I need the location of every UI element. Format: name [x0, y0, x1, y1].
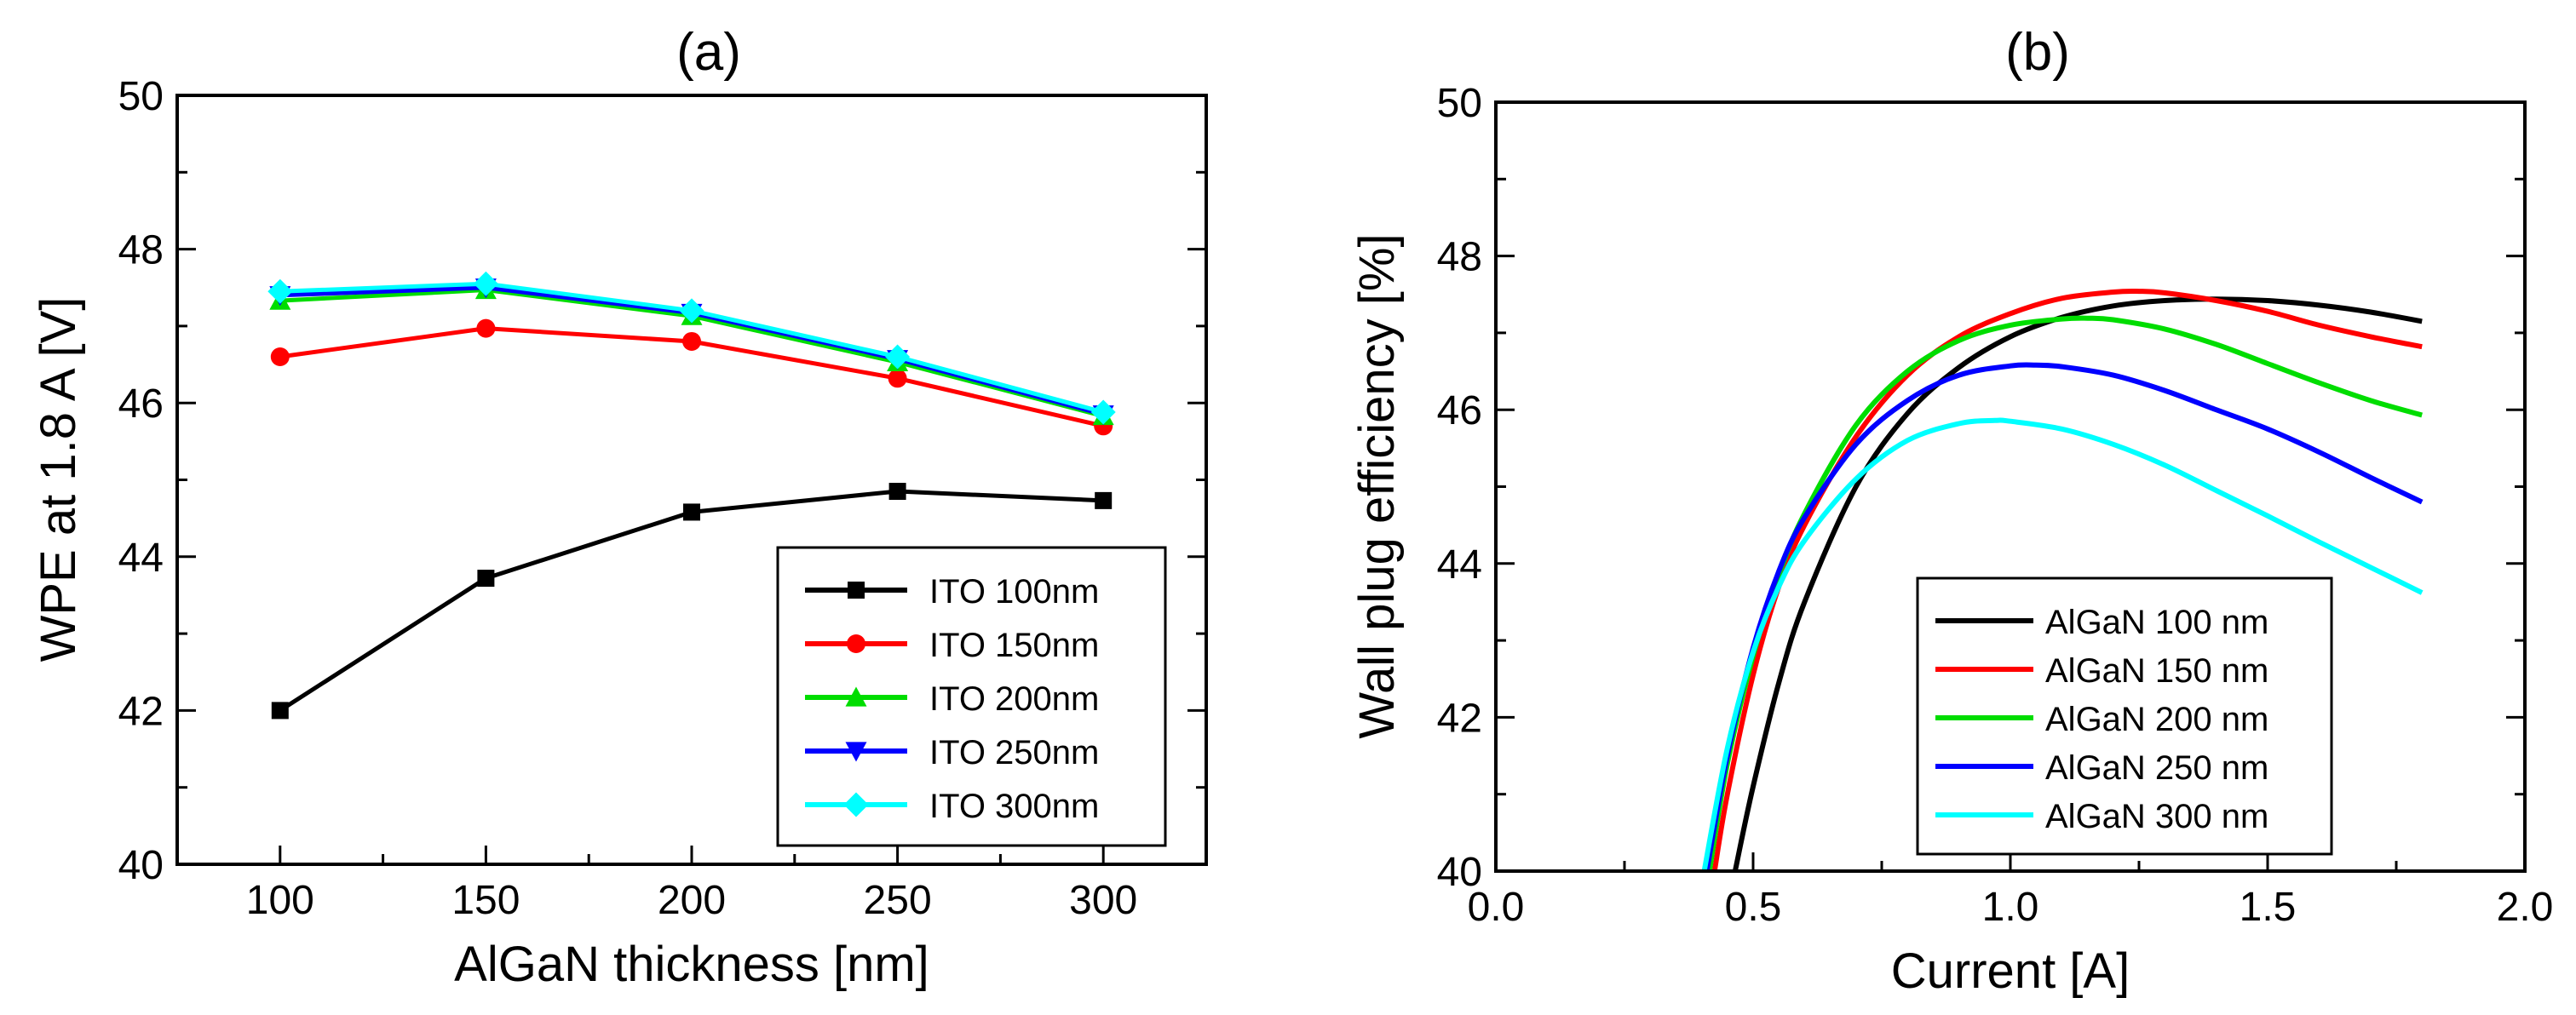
legend-label-algan-200-nm: AlGaN 200 nm — [2045, 701, 2268, 738]
data-point-ito-300nm — [679, 298, 704, 324]
legend-label-algan-250-nm: AlGaN 250 nm — [2045, 749, 2268, 787]
chart-a-x-tick-label: 300 — [1069, 878, 1137, 923]
chart-a-x-axis-title: AlGaN thickness [nm] — [454, 937, 929, 992]
chart-a-x-tick-label: 200 — [658, 878, 726, 923]
chart-b-x-tick-label: 0.5 — [1725, 885, 1782, 930]
series-line-algan-300-nm — [1701, 417, 2424, 872]
legend-label-ito-150nm: ITO 150nm — [929, 627, 1099, 664]
chart-b-x-tick-label: 1.0 — [1982, 885, 2039, 930]
chart-a-y-tick-label: 46 — [118, 381, 164, 427]
data-point-ito-100nm — [683, 503, 700, 521]
chart-b-x-tick-label: 2.0 — [2497, 885, 2554, 930]
chart-a-y-tick-label: 44 — [118, 536, 164, 581]
chart-a-y-tick-label: 48 — [118, 228, 164, 273]
legend-label-ito-200nm: ITO 200nm — [929, 680, 1099, 718]
legend-marker-ito-250nm — [845, 742, 867, 762]
legend-marker-ito-150nm — [847, 634, 865, 653]
chart-b-title: (b) — [2005, 23, 2070, 82]
series-line-algan-100-nm — [1732, 296, 2423, 872]
chart-a-title: (a) — [676, 23, 741, 82]
data-point-ito-150nm — [270, 347, 290, 367]
chart-b-y-tick-label: 50 — [1437, 81, 1482, 126]
data-point-ito-100nm — [888, 483, 906, 501]
chart-b-x-tick-label: 1.5 — [2240, 885, 2297, 930]
data-point-ito-300nm — [885, 344, 911, 370]
chart-b-x-tick-label: 0.0 — [1468, 885, 1525, 930]
chart-b-plot-frame — [1494, 100, 2527, 873]
chart-a-x-tick-label: 250 — [864, 878, 932, 923]
data-point-ito-150nm — [682, 331, 701, 351]
chart-a-legend: ITO 100nm ITO 150nm ITO 200nm ITO 250nm ITO … — [776, 546, 1167, 847]
data-point-ito-300nm — [473, 271, 498, 296]
chart-b-ticks: 0.0 0.5 1.0 1.5 2.0 40 42 44 46 48 50 — [1437, 81, 2554, 930]
chart-a-ticks: 100 150 200 250 300 40 42 44 46 48 50 — [118, 74, 1206, 923]
chart-panel-a: (a) 100 150 200 250 300 40 42 44 46 48 50 AlGaN th… — [31, 23, 1208, 992]
chart-panel-b: (b) 0.0 0.5 1.0 1.5 2.0 40 42 44 46 48 50 Current … — [1349, 23, 2553, 999]
data-point-ito-100nm — [271, 702, 289, 720]
data-point-ito-300nm — [1090, 399, 1116, 425]
chart-a-y-tick-label: 42 — [118, 689, 164, 734]
legend-marker-ito-200nm — [845, 686, 867, 707]
legend-marker-ito-100nm — [848, 582, 865, 599]
legend-label-algan-150-nm: AlGaN 150 nm — [2045, 652, 2268, 690]
chart-b-y-tick-label: 46 — [1437, 388, 1482, 433]
chart-b-data — [1701, 288, 2424, 872]
chart-b-x-axis-title: Current [A] — [1891, 943, 2130, 999]
series-line-algan-150-nm — [1711, 288, 2423, 872]
data-point-ito-300nm — [267, 278, 293, 304]
data-point-ito-150nm — [476, 318, 496, 338]
legend-label-ito-100nm: ITO 100nm — [929, 573, 1099, 611]
data-point-ito-150nm — [888, 369, 907, 388]
legend-label-ito-300nm: ITO 300nm — [929, 788, 1099, 825]
chart-a-x-tick-label: 150 — [451, 878, 520, 923]
legend-label-algan-100-nm: AlGaN 100 nm — [2045, 604, 2268, 641]
legend-label-algan-300-nm: AlGaN 300 nm — [2045, 798, 2268, 835]
chart-b-y-tick-label: 48 — [1437, 235, 1482, 280]
chart-b-legend: AlGaN 100 nm AlGaN 150 nm AlGaN 200 nm AlGa… — [1916, 576, 2333, 856]
legend-marker-ito-300nm — [843, 792, 869, 817]
chart-a-y-tick-label: 50 — [118, 74, 164, 119]
chart-a-y-tick-label: 40 — [118, 843, 164, 888]
legend-label-ito-250nm: ITO 250nm — [929, 734, 1099, 771]
data-point-ito-100nm — [1095, 491, 1113, 509]
series-line-algan-250-nm — [1704, 362, 2424, 872]
chart-b-y-tick-label: 44 — [1437, 542, 1482, 588]
chart-a-x-tick-label: 100 — [246, 878, 314, 923]
chart-a-y-axis-title: WPE at 1.8 A [V] — [31, 297, 86, 662]
chart-b-y-tick-label: 42 — [1437, 696, 1482, 741]
chart-b-y-axis-title: Wall plug efficiency [%] — [1349, 233, 1405, 738]
chart-a-plot-frame — [175, 94, 1208, 866]
data-point-ito-100nm — [477, 570, 495, 588]
chart-b-y-tick-label: 40 — [1437, 850, 1482, 895]
chart-a-data — [267, 271, 1116, 720]
